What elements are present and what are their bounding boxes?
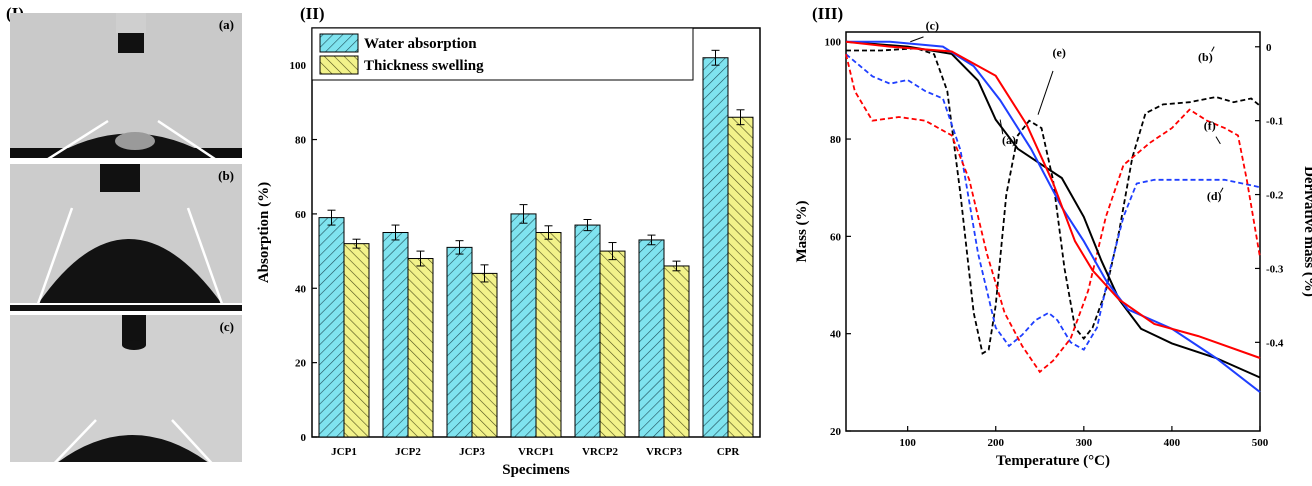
y-tick-label: 40	[295, 283, 307, 295]
x-tick-label: JCP2	[395, 446, 421, 458]
mass-line	[846, 40, 1261, 393]
curve-label-leader	[999, 119, 1004, 135]
mass-line	[845, 40, 1261, 359]
bar	[510, 213, 537, 438]
bar	[663, 265, 690, 438]
x-tick-label: 200	[987, 437, 1004, 449]
x-tick-label: 400	[1164, 437, 1181, 449]
derivative-line	[845, 53, 1261, 351]
photo-label-a: (a)	[218, 17, 234, 32]
curve-label: (b)	[1198, 50, 1213, 64]
y2-tick-label: -0.1	[1266, 116, 1283, 128]
y-tick-label: 100	[290, 60, 307, 72]
curve-label: (a)	[1002, 133, 1016, 147]
y2-tick-label: -0.4	[1266, 337, 1284, 349]
y-tick-label: 60	[830, 231, 842, 243]
bar	[343, 243, 370, 438]
legend-swatch	[319, 55, 359, 75]
curve-label: (e)	[1053, 45, 1066, 59]
legend-box	[311, 27, 694, 81]
curve-label-leader	[1219, 187, 1224, 193]
bar-plot-area: 0 20 40 60 80 100 JCP1 JCP2 JCP3 VRCP1 VRCP2 VRCP3 C…	[256, 27, 761, 478]
contact-angle-photo-c: (c)	[10, 315, 242, 462]
photo-label-c: (c)	[219, 319, 234, 334]
legend-label: Thickness swelling	[364, 58, 484, 74]
curve-label-leader	[1037, 70, 1054, 115]
x-tick-label: VRCP3	[646, 446, 683, 458]
y-tick-label: 40	[830, 329, 842, 341]
bar	[471, 272, 498, 438]
y-tick-label: 80	[830, 134, 842, 146]
absorption-bar-chart: 0 20 40 60 80 100 JCP1 JCP2 JCP3 VRCP1 VRCP2 VRCP3 C…	[256, 27, 761, 478]
curve-label-leader	[910, 36, 924, 43]
y2-axis-label: Derivative mass (%)	[1301, 166, 1312, 297]
y-axis-label: Mass (%)	[794, 200, 810, 262]
tga-line-chart: 100 200 300 400 500 20 40 60 80 100 0 -0.1 -0.2 -0.3 -…	[794, 20, 1312, 469]
line-plot-area: 100 200 300 400 500 20 40 60 80 100 0 -0.1 -0.2 -0.3 -…	[794, 20, 1312, 469]
x-tick-label: JCP3	[459, 446, 485, 458]
y2-tick-label: -0.3	[1266, 263, 1284, 275]
bar	[574, 224, 601, 438]
curve-label-leader	[1211, 46, 1215, 52]
x-tick-label: VRCP1	[518, 446, 554, 458]
x-tick-label: 300	[1076, 437, 1093, 449]
curve-label-leader	[1215, 136, 1221, 145]
y2-tick-label: -0.2	[1266, 190, 1284, 202]
bar	[727, 116, 754, 438]
x-tick-label: 500	[1252, 437, 1269, 449]
bar	[599, 250, 626, 438]
x-tick-label: JCP1	[331, 446, 357, 458]
x-tick-label: VRCP2	[582, 446, 619, 458]
x-tick-label: 100	[899, 437, 916, 449]
derivative-line	[846, 47, 1261, 355]
curve-label: (d)	[1207, 189, 1222, 203]
derivative-line	[845, 53, 1261, 374]
x-tick-label: CPR	[717, 446, 741, 458]
bar	[535, 232, 562, 438]
legend-label: Water absorption	[364, 36, 477, 52]
bar	[382, 232, 409, 438]
bar	[638, 239, 665, 438]
y-tick-label: 20	[295, 358, 307, 370]
curve-label: (f)	[1204, 118, 1216, 132]
plot-frame	[845, 31, 1261, 432]
x-axis-label: Temperature (°C)	[996, 453, 1110, 469]
y-tick-label: 80	[295, 135, 307, 147]
mass-line	[845, 40, 1261, 379]
panel-label-iii: (III)	[812, 4, 844, 23]
bar	[407, 258, 434, 438]
photo-label-b: (b)	[218, 168, 234, 183]
bar	[446, 246, 473, 438]
legend-swatch	[319, 33, 359, 53]
contact-angle-photo-a: (a)	[10, 13, 242, 160]
y-tick-label: 0	[301, 432, 307, 444]
y-tick-label: 60	[295, 209, 307, 221]
curve-label: (c)	[926, 20, 939, 33]
bar	[702, 57, 729, 438]
contact-angle-photo-b: (b)	[10, 164, 242, 311]
y-axis-label: Absorption (%)	[256, 182, 272, 283]
panel-label-ii: (II)	[300, 4, 325, 23]
y2-tick-label: 0	[1266, 42, 1272, 54]
y-tick-label: 100	[825, 37, 842, 49]
bar	[318, 217, 345, 438]
x-axis-label: Specimens	[502, 462, 570, 478]
y-tick-label: 20	[830, 426, 842, 438]
